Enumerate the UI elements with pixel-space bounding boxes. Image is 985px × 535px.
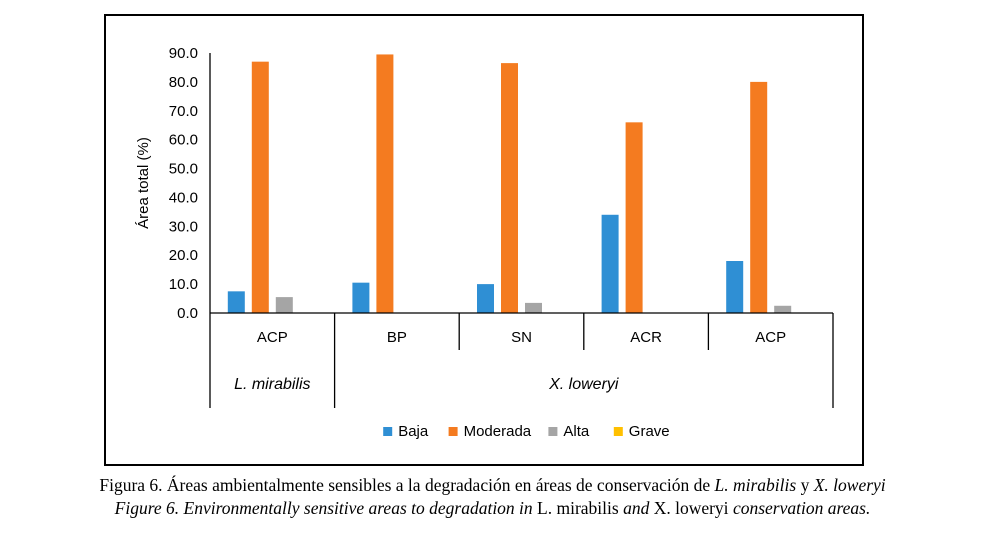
bar-baja-2 (352, 282, 370, 313)
caption-en-species-1: L. mirabilis (537, 498, 619, 518)
category-label: BP (387, 329, 407, 346)
caption-en-prefix: Figure 6. Environmentally sensitive area… (114, 498, 538, 518)
bar-moderada-4 (625, 122, 643, 313)
group-labels: L. mirabilis X. loweryi (234, 376, 619, 393)
chart-frame: Área total (%) 0.0 10.0 20.0 30.0 40.0 50.0 60… (104, 14, 864, 466)
bar-chart: Área total (%) 0.0 10.0 20.0 30.0 40.0 50.0 60… (135, 45, 834, 440)
bar-moderada-1 (251, 61, 269, 313)
bar-moderada-2 (376, 54, 394, 313)
y-axis-ticks: 0.0 10.0 20.0 30.0 40.0 50.0 60.0 70.0 80.0 90.0 (169, 45, 198, 322)
bars (227, 54, 792, 313)
y-tick-label: 40.0 (169, 189, 198, 206)
caption-es-and: y (796, 475, 814, 495)
bar-alta-1 (275, 297, 293, 313)
legend-swatch-moderada (448, 427, 458, 436)
legend: Baja Moderada Alta Grave (383, 423, 670, 440)
caption-en-species-2: X. loweryi (653, 498, 729, 518)
axes (209, 53, 834, 408)
y-tick-label: 30.0 (169, 218, 198, 235)
figure-caption: Figura 6. Áreas ambientalmente sensibles… (0, 474, 985, 520)
caption-english: Figure 6. Environmentally sensitive area… (0, 497, 985, 520)
y-tick-label: 10.0 (169, 276, 198, 293)
bar-alta-3 (525, 302, 542, 313)
bar-baja-5 (726, 261, 744, 313)
bar-baja-3 (477, 284, 494, 313)
bar-moderada-3 (501, 63, 518, 313)
category-label: ACR (630, 329, 662, 346)
caption-es-species-1: L. mirabilis (714, 475, 797, 495)
legend-label-grave: Grave (629, 423, 670, 440)
y-tick-label: 70.0 (169, 103, 198, 120)
y-axis-title: Área total (%) (135, 137, 152, 229)
category-labels: ACP BP SN ACR ACP (257, 329, 786, 346)
y-tick-label: 50.0 (169, 161, 198, 178)
caption-es-species-2: X. loweryi (813, 475, 886, 495)
y-tick-label: 20.0 (169, 247, 198, 264)
group-label: X. loweryi (548, 376, 619, 393)
legend-label-baja: Baja (398, 423, 429, 440)
legend-swatch-baja (383, 427, 393, 436)
bar-alta-5 (774, 305, 792, 313)
bar-moderada-5 (750, 81, 768, 313)
y-tick-label: 60.0 (169, 132, 198, 149)
y-tick-label: 90.0 (169, 45, 198, 62)
legend-label-alta: Alta (563, 423, 590, 440)
group-label: L. mirabilis (234, 376, 310, 393)
caption-es-prefix: Figura 6. Áreas ambientalmente sensibles… (99, 475, 715, 495)
category-label: ACP (755, 329, 786, 346)
category-label: SN (511, 329, 532, 346)
y-axis-title-group: Área total (%) (135, 137, 152, 229)
caption-en-and: and (618, 498, 654, 518)
caption-en-suffix: conservation areas. (728, 498, 871, 518)
bar-baja-1 (227, 291, 245, 313)
caption-spanish: Figura 6. Áreas ambientalmente sensibles… (0, 474, 985, 497)
legend-label-moderada: Moderada (464, 423, 532, 440)
legend-swatch-grave (613, 427, 623, 436)
bar-baja-4 (601, 214, 619, 313)
y-tick-label: 0.0 (177, 305, 198, 322)
y-tick-label: 80.0 (169, 74, 198, 91)
category-label: ACP (257, 329, 288, 346)
legend-swatch-alta (548, 427, 558, 436)
